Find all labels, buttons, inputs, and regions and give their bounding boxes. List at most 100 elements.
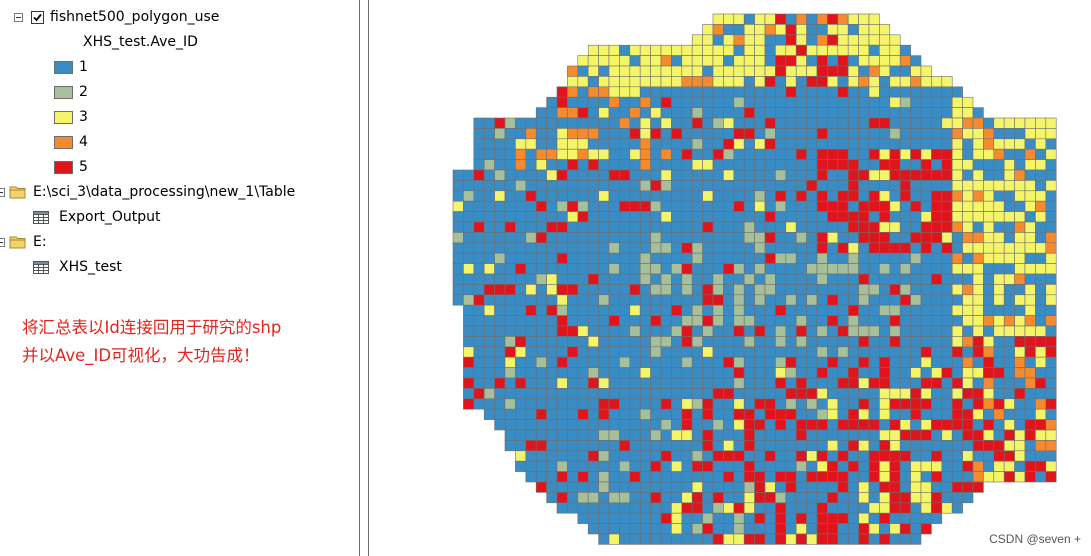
fishnet-cell[interactable]: [587, 471, 599, 483]
fishnet-cell[interactable]: [1003, 398, 1015, 410]
fishnet-cell[interactable]: [473, 294, 485, 306]
fishnet-cell[interactable]: [910, 325, 922, 337]
fishnet-cell[interactable]: [879, 315, 891, 327]
fishnet-cell[interactable]: [837, 65, 849, 77]
fishnet-cell[interactable]: [962, 190, 974, 202]
fishnet-cell[interactable]: [806, 284, 818, 296]
fishnet-cell[interactable]: [806, 388, 818, 400]
fishnet-cell[interactable]: [504, 377, 516, 389]
fishnet-cell[interactable]: [889, 367, 901, 379]
fishnet-cell[interactable]: [972, 284, 984, 296]
fishnet-cell[interactable]: [951, 367, 963, 379]
fishnet-cell[interactable]: [899, 336, 911, 348]
fishnet-cell[interactable]: [535, 481, 547, 493]
fishnet-cell[interactable]: [1045, 294, 1057, 306]
fishnet-cell[interactable]: [546, 273, 558, 285]
fishnet-cell[interactable]: [827, 440, 839, 452]
fishnet-cell[interactable]: [764, 96, 776, 108]
fishnet-cell[interactable]: [702, 356, 714, 368]
fishnet-cell[interactable]: [1014, 304, 1026, 316]
fishnet-cell[interactable]: [941, 200, 953, 212]
fishnet-cell[interactable]: [931, 304, 943, 316]
fishnet-cell[interactable]: [712, 65, 724, 77]
fishnet-cell[interactable]: [837, 284, 849, 296]
fishnet-cell[interactable]: [1024, 117, 1036, 129]
fishnet-cell[interactable]: [1014, 429, 1026, 441]
fishnet-cell[interactable]: [847, 471, 859, 483]
fishnet-cell[interactable]: [546, 169, 558, 181]
fishnet-cell[interactable]: [712, 86, 724, 98]
fishnet-cell[interactable]: [723, 325, 735, 337]
fishnet-cell[interactable]: [941, 304, 953, 316]
fishnet-cell[interactable]: [546, 419, 558, 431]
fishnet-cell[interactable]: [806, 450, 818, 462]
fishnet-cell[interactable]: [733, 481, 745, 493]
fishnet-cell[interactable]: [504, 159, 516, 171]
fishnet-cell[interactable]: [775, 533, 787, 545]
fishnet-cell[interactable]: [941, 221, 953, 233]
fishnet-cell[interactable]: [587, 148, 599, 160]
fishnet-cell[interactable]: [723, 356, 735, 368]
fishnet-cell[interactable]: [785, 76, 797, 88]
fishnet-cell[interactable]: [1035, 377, 1047, 389]
fishnet-cell[interactable]: [931, 492, 943, 504]
fishnet-cell[interactable]: [993, 429, 1005, 441]
fishnet-cell[interactable]: [931, 263, 943, 275]
fishnet-cell[interactable]: [1035, 263, 1047, 275]
fishnet-cell[interactable]: [868, 180, 880, 192]
fishnet-cell[interactable]: [858, 336, 870, 348]
fishnet-cell[interactable]: [775, 13, 787, 25]
fishnet-cell[interactable]: [868, 128, 880, 140]
fishnet-cell[interactable]: [899, 315, 911, 327]
fishnet-cell[interactable]: [785, 148, 797, 160]
fishnet-cell[interactable]: [962, 159, 974, 171]
fishnet-cell[interactable]: [567, 252, 579, 264]
fishnet-cell[interactable]: [847, 221, 859, 233]
fishnet-cell[interactable]: [899, 284, 911, 296]
fishnet-cell[interactable]: [795, 304, 807, 316]
fishnet-cell[interactable]: [660, 180, 672, 192]
fishnet-cell[interactable]: [723, 273, 735, 285]
fishnet-cell[interactable]: [608, 481, 620, 493]
fishnet-cell[interactable]: [795, 471, 807, 483]
fishnet-cell[interactable]: [733, 408, 745, 420]
fishnet-cell[interactable]: [847, 284, 859, 296]
fishnet-cell[interactable]: [535, 440, 547, 452]
fishnet-cell[interactable]: [733, 440, 745, 452]
fishnet-cell[interactable]: [795, 211, 807, 223]
fishnet-cell[interactable]: [650, 138, 662, 150]
fishnet-cell[interactable]: [1045, 252, 1057, 264]
fishnet-cell[interactable]: [827, 138, 839, 150]
fishnet-cell[interactable]: [567, 336, 579, 348]
fishnet-cell[interactable]: [785, 315, 797, 327]
fishnet-cell[interactable]: [639, 200, 651, 212]
fishnet-cell[interactable]: [1014, 138, 1026, 150]
fishnet-cell[interactable]: [941, 325, 953, 337]
workspace-row-e-drive[interactable]: E:: [0, 231, 47, 253]
fishnet-cell[interactable]: [515, 429, 527, 441]
fishnet-cell[interactable]: [483, 169, 495, 181]
fishnet-cell[interactable]: [837, 367, 849, 379]
fishnet-cell[interactable]: [577, 221, 589, 233]
fishnet-cell[interactable]: [806, 65, 818, 77]
fishnet-cell[interactable]: [577, 336, 589, 348]
fishnet-cell[interactable]: [858, 450, 870, 462]
fishnet-cell[interactable]: [972, 263, 984, 275]
fishnet-cell[interactable]: [785, 346, 797, 358]
fishnet-cell[interactable]: [795, 377, 807, 389]
fishnet-cell[interactable]: [910, 346, 922, 358]
fishnet-cell[interactable]: [712, 242, 724, 254]
fishnet-cell[interactable]: [972, 117, 984, 129]
fishnet-cell[interactable]: [546, 367, 558, 379]
fishnet-cell[interactable]: [504, 325, 516, 337]
fishnet-cell[interactable]: [535, 107, 547, 119]
fishnet-cell[interactable]: [962, 388, 974, 400]
fishnet-cell[interactable]: [702, 211, 714, 223]
fishnet-cell[interactable]: [619, 471, 631, 483]
fishnet-cell[interactable]: [629, 533, 641, 545]
fishnet-cell[interactable]: [889, 471, 901, 483]
fishnet-cell[interactable]: [920, 346, 932, 358]
fishnet-cell[interactable]: [546, 200, 558, 212]
fishnet-cell[interactable]: [764, 86, 776, 98]
fishnet-cell[interactable]: [660, 294, 672, 306]
